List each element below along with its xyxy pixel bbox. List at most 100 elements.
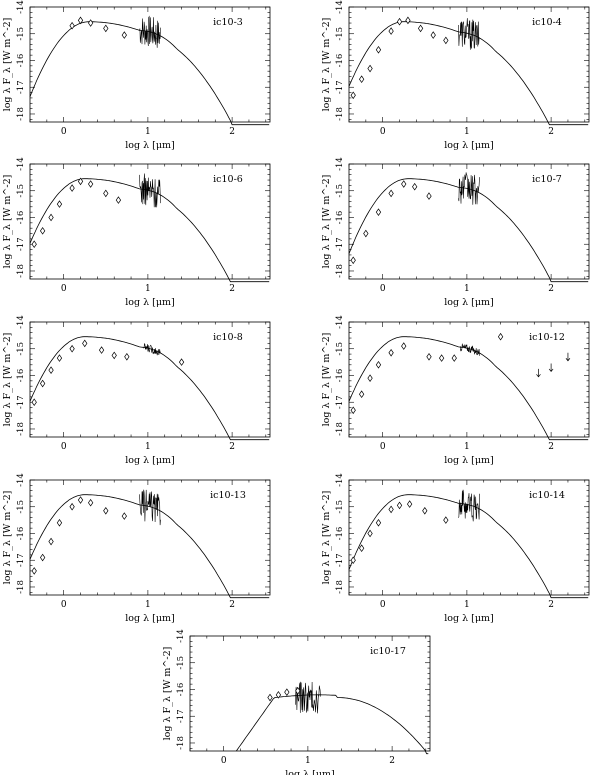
y-tick-label: -18 — [176, 736, 186, 750]
panel-title: ic10-4 — [532, 17, 562, 28]
y-axis-label: log λ F_λ [W m^-2] — [321, 333, 332, 427]
spectrum — [458, 18, 480, 50]
photometry-point — [82, 339, 88, 348]
photometry-point — [401, 180, 407, 188]
y-tick-label: -14 — [335, 0, 345, 14]
x-tick-label: 1 — [464, 600, 470, 610]
photometry-point — [396, 17, 403, 26]
x-tick-label: 2 — [548, 284, 554, 294]
photometry-point — [388, 27, 394, 35]
y-tick-label: -16 — [335, 211, 345, 225]
photometry-point — [443, 516, 449, 524]
x-tick-label: 1 — [464, 442, 470, 452]
x-tick-label: 0 — [380, 127, 386, 137]
photometry-point — [417, 24, 424, 33]
photometry-point — [40, 553, 46, 562]
photometry-point — [103, 189, 109, 198]
y-tick-label: -16 — [176, 683, 186, 697]
photometry-point — [31, 567, 37, 575]
photometry-point — [69, 21, 75, 30]
photometry-point — [405, 16, 411, 25]
x-tick-label: 1 — [145, 442, 151, 452]
y-tick-label: -18 — [335, 107, 345, 121]
y-tick-label: -17 — [335, 80, 345, 94]
photometry-point — [375, 208, 382, 216]
x-tick-label: 0 — [61, 442, 67, 452]
photometry-point — [267, 693, 273, 702]
photometry-point — [48, 537, 54, 546]
spectrum — [139, 15, 161, 48]
x-tick-label: 1 — [464, 284, 470, 294]
y-axis-label: log λ F_λ [W m^-2] — [321, 18, 332, 112]
photometry-point — [121, 512, 127, 520]
x-tick-label: 2 — [548, 600, 554, 610]
x-tick-label: 1 — [464, 127, 470, 137]
spectrum — [139, 173, 161, 208]
panel-ic10-17: 0 1 2 -18 -17 -16 -15 -14 log λ [μm] log λ F_λ [W… — [162, 629, 431, 775]
y-tick-label: -17 — [16, 80, 26, 94]
x-axis-label: log λ [μm] — [444, 297, 494, 308]
y-tick-label: -15 — [335, 27, 345, 41]
y-tick-label: -14 — [16, 473, 26, 487]
photometry-point — [48, 366, 54, 374]
photometry-point — [396, 501, 403, 510]
y-tick-label: -18 — [16, 422, 26, 436]
panel-title: ic10-12 — [529, 332, 565, 343]
photometry-point — [48, 213, 54, 222]
panel-ic10-14: 0 1 2 -18 -17 -16 -15 -14 log λ [μm] log λ F_λ [W… — [321, 473, 590, 624]
y-tick-label: -14 — [16, 157, 26, 171]
y-tick-label: -16 — [335, 369, 345, 383]
photometry-point — [88, 498, 94, 507]
photometry-point — [388, 505, 394, 514]
x-axis-label: log λ [μm] — [125, 140, 175, 151]
spectrum — [458, 172, 480, 205]
x-tick-label: 1 — [145, 600, 151, 610]
y-tick-label: -15 — [16, 342, 26, 356]
panel-ic10-6: 0 1 2 -18 -17 -16 -15 -14 log λ [μm] log λ F_λ [W… — [2, 157, 271, 308]
photometry-point — [275, 691, 282, 699]
panel-title: ic10-17 — [370, 646, 406, 657]
y-tick-label: -18 — [16, 107, 26, 121]
plot-frame — [348, 479, 590, 596]
y-tick-label: -14 — [16, 0, 26, 14]
photometry-point — [40, 227, 46, 235]
y-tick-label: -18 — [335, 580, 345, 594]
model-curve — [348, 336, 589, 441]
x-axis-label: log λ [μm] — [444, 140, 494, 151]
x-tick-label: 2 — [229, 284, 235, 294]
photometry-point — [426, 352, 432, 361]
photometry-point — [426, 192, 432, 200]
y-tick-label: -14 — [335, 473, 345, 487]
panel-title: ic10-6 — [213, 174, 243, 185]
photometry-point — [69, 344, 75, 353]
photometry-point — [284, 688, 290, 696]
photometry-point — [443, 36, 449, 45]
photometry-point — [350, 406, 356, 415]
y-tick-label: -15 — [335, 342, 345, 356]
plot-frame — [189, 635, 431, 752]
x-tick-label: 2 — [548, 442, 554, 452]
x-tick-label: 0 — [380, 442, 386, 452]
x-axis-label: log λ [μm] — [285, 769, 335, 775]
x-axis-label: log λ [μm] — [125, 455, 175, 466]
photometry-point — [430, 31, 436, 39]
photometry-point — [497, 332, 504, 341]
photometry-point — [367, 529, 373, 538]
y-tick-label: -15 — [335, 500, 345, 514]
upper-limit-arrow — [536, 374, 541, 378]
x-tick-label: 2 — [229, 600, 235, 610]
x-tick-label: 2 — [389, 756, 395, 766]
y-tick-label: -15 — [335, 184, 345, 198]
x-tick-label: 0 — [380, 284, 386, 294]
photometry-point — [31, 398, 37, 407]
y-axis-label: log λ F_λ [W m^-2] — [321, 491, 332, 585]
spectrum — [143, 342, 161, 356]
plot-frame — [29, 479, 271, 596]
y-axis-label: log λ F_λ [W m^-2] — [2, 18, 13, 112]
x-axis-label: log λ [μm] — [444, 613, 494, 624]
photometry-point — [359, 390, 365, 399]
spectrum — [139, 489, 161, 526]
y-axis-label: log λ F_λ [W m^-2] — [162, 647, 173, 741]
y-tick-label: -15 — [176, 656, 186, 670]
photometry-point — [451, 354, 457, 362]
